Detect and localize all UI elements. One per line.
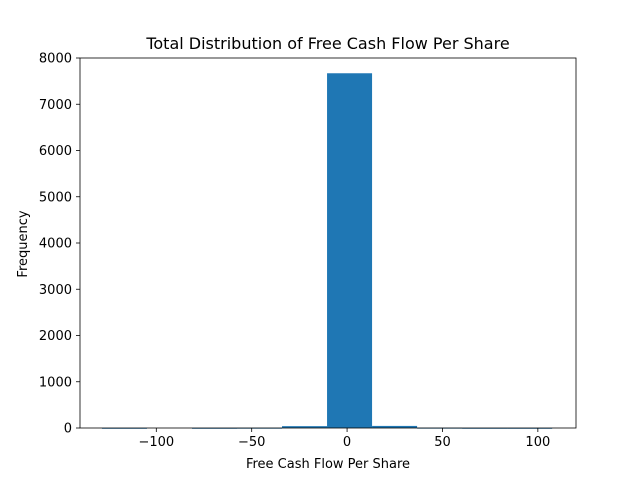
x-axis-label: Free Cash Flow Per Share xyxy=(246,457,410,472)
y-tick-label: 1000 xyxy=(39,375,72,390)
bars-group xyxy=(101,73,553,429)
y-tick-label: 5000 xyxy=(39,190,72,205)
y-axis-label: Frequency xyxy=(16,210,31,277)
x-tick-label: 100 xyxy=(525,435,550,450)
x-tick-label: −50 xyxy=(238,435,265,450)
y-axis: 0 1000 2000 3000 4000 5000 6000 7000 8000 xyxy=(39,52,80,437)
y-tick-label: 4000 xyxy=(39,237,72,252)
x-tick-label: −100 xyxy=(138,435,174,450)
x-tick-label: 50 xyxy=(434,435,451,450)
y-tick-label: 2000 xyxy=(39,329,72,344)
y-tick-label: 7000 xyxy=(39,98,72,113)
y-tick-label: 8000 xyxy=(39,52,72,67)
x-tick-label: 0 xyxy=(343,435,351,450)
y-tick-label: 3000 xyxy=(39,283,72,298)
histogram-bar-5 xyxy=(327,73,373,428)
histogram-bar-4 xyxy=(282,426,328,428)
y-tick-label: 0 xyxy=(64,422,72,437)
x-axis: −100 −50 0 50 100 xyxy=(138,428,550,450)
y-tick-label: 6000 xyxy=(39,144,72,159)
histogram-bar-6 xyxy=(372,425,418,428)
chart-title: Total Distribution of Free Cash Flow Per… xyxy=(145,34,509,53)
